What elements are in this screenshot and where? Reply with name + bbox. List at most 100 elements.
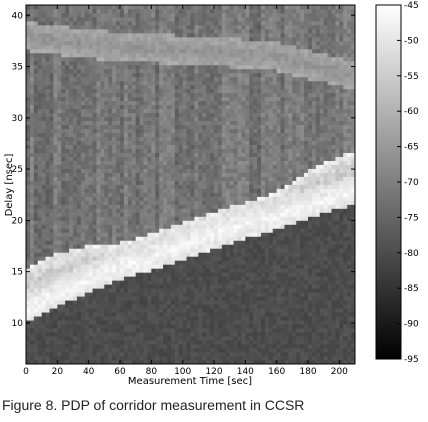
heatmap-cell [147, 196, 152, 201]
heatmap-cell [214, 60, 219, 66]
heatmap-cell [182, 292, 187, 297]
heatmap-cell [139, 232, 144, 237]
heatmap-cell [139, 264, 144, 269]
heatmap-cell [147, 348, 152, 353]
heatmap-cell [170, 292, 176, 297]
heatmap-cell [73, 92, 78, 98]
heatmap-cell [182, 224, 187, 229]
heatmap-cell [159, 256, 164, 261]
heatmap-cell [131, 160, 137, 165]
heatmap-cell [120, 284, 125, 289]
heatmap-cell [57, 324, 62, 329]
heatmap-cell [127, 140, 133, 146]
heatmap-cell [120, 320, 125, 325]
heatmap-cell [33, 352, 39, 357]
heatmap-cell [210, 52, 215, 58]
heatmap-cell [131, 116, 137, 122]
heatmap-cell [241, 308, 246, 313]
heatmap-cell [139, 184, 144, 189]
heatmap-cell [61, 60, 66, 66]
heatmap-cell [104, 40, 109, 46]
heatmap-cell [49, 268, 54, 273]
heatmap-cell [131, 204, 137, 209]
heatmap-cell [53, 252, 58, 257]
heatmap-cell [41, 56, 46, 62]
heatmap-cell [96, 28, 101, 34]
heatmap-cell [112, 348, 117, 353]
heatmap-cell [120, 148, 125, 153]
heatmap-cell [159, 220, 164, 225]
heatmap-cell [104, 140, 109, 146]
heatmap-cell [182, 324, 187, 329]
heatmap-cell [190, 272, 195, 277]
heatmap-cell [159, 68, 164, 74]
heatmap-cell [84, 104, 90, 110]
heatmap-cell [167, 204, 172, 209]
heatmap-cell [57, 36, 62, 42]
heatmap-cell [65, 68, 70, 74]
heatmap-cell [53, 220, 58, 225]
heatmap-cell [186, 344, 191, 349]
heatmap-cell [159, 104, 164, 110]
heatmap-cell [202, 288, 207, 293]
heatmap-cell [96, 136, 101, 142]
heatmap-cell [84, 304, 90, 309]
heatmap-cell [65, 176, 70, 181]
heatmap-cell [174, 80, 180, 86]
heatmap-cell [194, 104, 199, 110]
heatmap-cell [80, 132, 86, 138]
heatmap-cell [123, 320, 129, 325]
heatmap-cell [194, 328, 199, 333]
heatmap-cell [69, 168, 74, 173]
heatmap-cell [61, 80, 66, 86]
heatmap-cell [214, 212, 219, 217]
heatmap-cell [92, 104, 97, 110]
heatmap-cell [26, 76, 31, 82]
heatmap-cell [229, 88, 234, 94]
heatmap-cell [76, 316, 82, 321]
heatmap-cell [108, 132, 113, 138]
heatmap-cell [80, 164, 86, 169]
heatmap-cell [61, 120, 66, 126]
heatmap-cell [92, 84, 97, 90]
heatmap-cell [221, 320, 227, 325]
heatmap-cell [135, 352, 140, 357]
heatmap-cell [65, 252, 70, 257]
heatmap-cell [73, 344, 78, 349]
heatmap-cell [112, 160, 117, 165]
heatmap-cell [202, 156, 207, 161]
heatmap-cell [84, 36, 90, 42]
heatmap-cell [131, 248, 137, 253]
heatmap-cell [127, 328, 133, 333]
heatmap-cell [225, 292, 231, 297]
heatmap-cell [229, 328, 234, 333]
heatmap-cell [53, 40, 58, 46]
heatmap-cell [123, 36, 129, 42]
heatmap-cell [37, 300, 43, 305]
heatmap-cell [214, 276, 219, 281]
heatmap-cell [206, 76, 211, 82]
heatmap-cell [104, 192, 109, 197]
heatmap-cell [174, 240, 180, 245]
heatmap-cell [206, 344, 211, 349]
heatmap-cell [61, 128, 66, 134]
heatmap-cell [120, 88, 125, 94]
heatmap-cell [69, 56, 74, 62]
heatmap-cell [214, 156, 219, 161]
heatmap-cell [155, 232, 160, 237]
heatmap-cell [221, 108, 227, 114]
heatmap-cell [190, 120, 195, 126]
heatmap-cell [174, 156, 180, 161]
heatmap-cell [33, 56, 39, 62]
heatmap-cell [237, 360, 242, 364]
heatmap-cell [237, 48, 242, 54]
heatmap-cell [123, 348, 129, 353]
heatmap-cell [135, 200, 140, 205]
heatmap-cell [174, 64, 180, 70]
heatmap-cell [210, 164, 215, 169]
heatmap-cell [159, 340, 164, 345]
heatmap-cell [100, 320, 105, 325]
heatmap-cell [116, 80, 121, 86]
heatmap-cell [143, 216, 148, 221]
heatmap-cell [108, 144, 113, 149]
